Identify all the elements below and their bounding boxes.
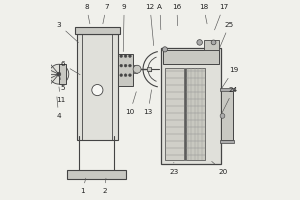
Bar xyxy=(74,27,120,34)
Circle shape xyxy=(120,74,123,77)
Circle shape xyxy=(197,40,203,45)
Circle shape xyxy=(57,72,61,76)
Circle shape xyxy=(129,74,131,77)
Text: A: A xyxy=(158,4,162,30)
Bar xyxy=(163,50,218,64)
Bar xyxy=(204,40,218,50)
Text: 17: 17 xyxy=(214,4,228,30)
Circle shape xyxy=(162,47,167,52)
Circle shape xyxy=(124,74,127,77)
Circle shape xyxy=(211,40,216,45)
Bar xyxy=(118,54,133,86)
Circle shape xyxy=(92,85,103,96)
Bar xyxy=(133,65,137,73)
Text: 7: 7 xyxy=(103,4,109,24)
Text: 19: 19 xyxy=(222,67,238,88)
Text: 8: 8 xyxy=(84,4,90,24)
Text: 24: 24 xyxy=(222,87,238,113)
Text: 1: 1 xyxy=(80,178,86,194)
Text: 3: 3 xyxy=(56,22,78,43)
Circle shape xyxy=(129,64,131,67)
Circle shape xyxy=(124,55,127,57)
Text: 4: 4 xyxy=(56,97,61,119)
Bar xyxy=(220,88,234,91)
Text: 20: 20 xyxy=(212,161,228,174)
Text: 25: 25 xyxy=(220,22,234,48)
Bar xyxy=(147,67,151,71)
Text: 16: 16 xyxy=(172,4,182,26)
Text: 10: 10 xyxy=(125,92,136,115)
Circle shape xyxy=(120,64,123,67)
Bar xyxy=(220,140,234,143)
Bar xyxy=(220,90,233,140)
Bar xyxy=(67,170,126,179)
Text: 11: 11 xyxy=(56,87,65,103)
Text: 13: 13 xyxy=(143,90,153,115)
Text: 5: 5 xyxy=(59,75,65,91)
Circle shape xyxy=(129,55,131,57)
Text: 6: 6 xyxy=(60,61,80,75)
Circle shape xyxy=(220,114,225,118)
Circle shape xyxy=(120,55,123,57)
Text: 12: 12 xyxy=(146,4,154,46)
Bar xyxy=(161,48,220,164)
Bar xyxy=(58,64,66,84)
Text: 23: 23 xyxy=(169,162,178,174)
Circle shape xyxy=(124,64,127,67)
Bar xyxy=(186,68,205,160)
Circle shape xyxy=(133,65,141,73)
Text: 18: 18 xyxy=(199,4,208,24)
Text: 2: 2 xyxy=(102,178,106,194)
Text: 9: 9 xyxy=(122,4,127,52)
Circle shape xyxy=(49,64,69,84)
Bar xyxy=(76,34,118,140)
Bar xyxy=(165,68,184,160)
